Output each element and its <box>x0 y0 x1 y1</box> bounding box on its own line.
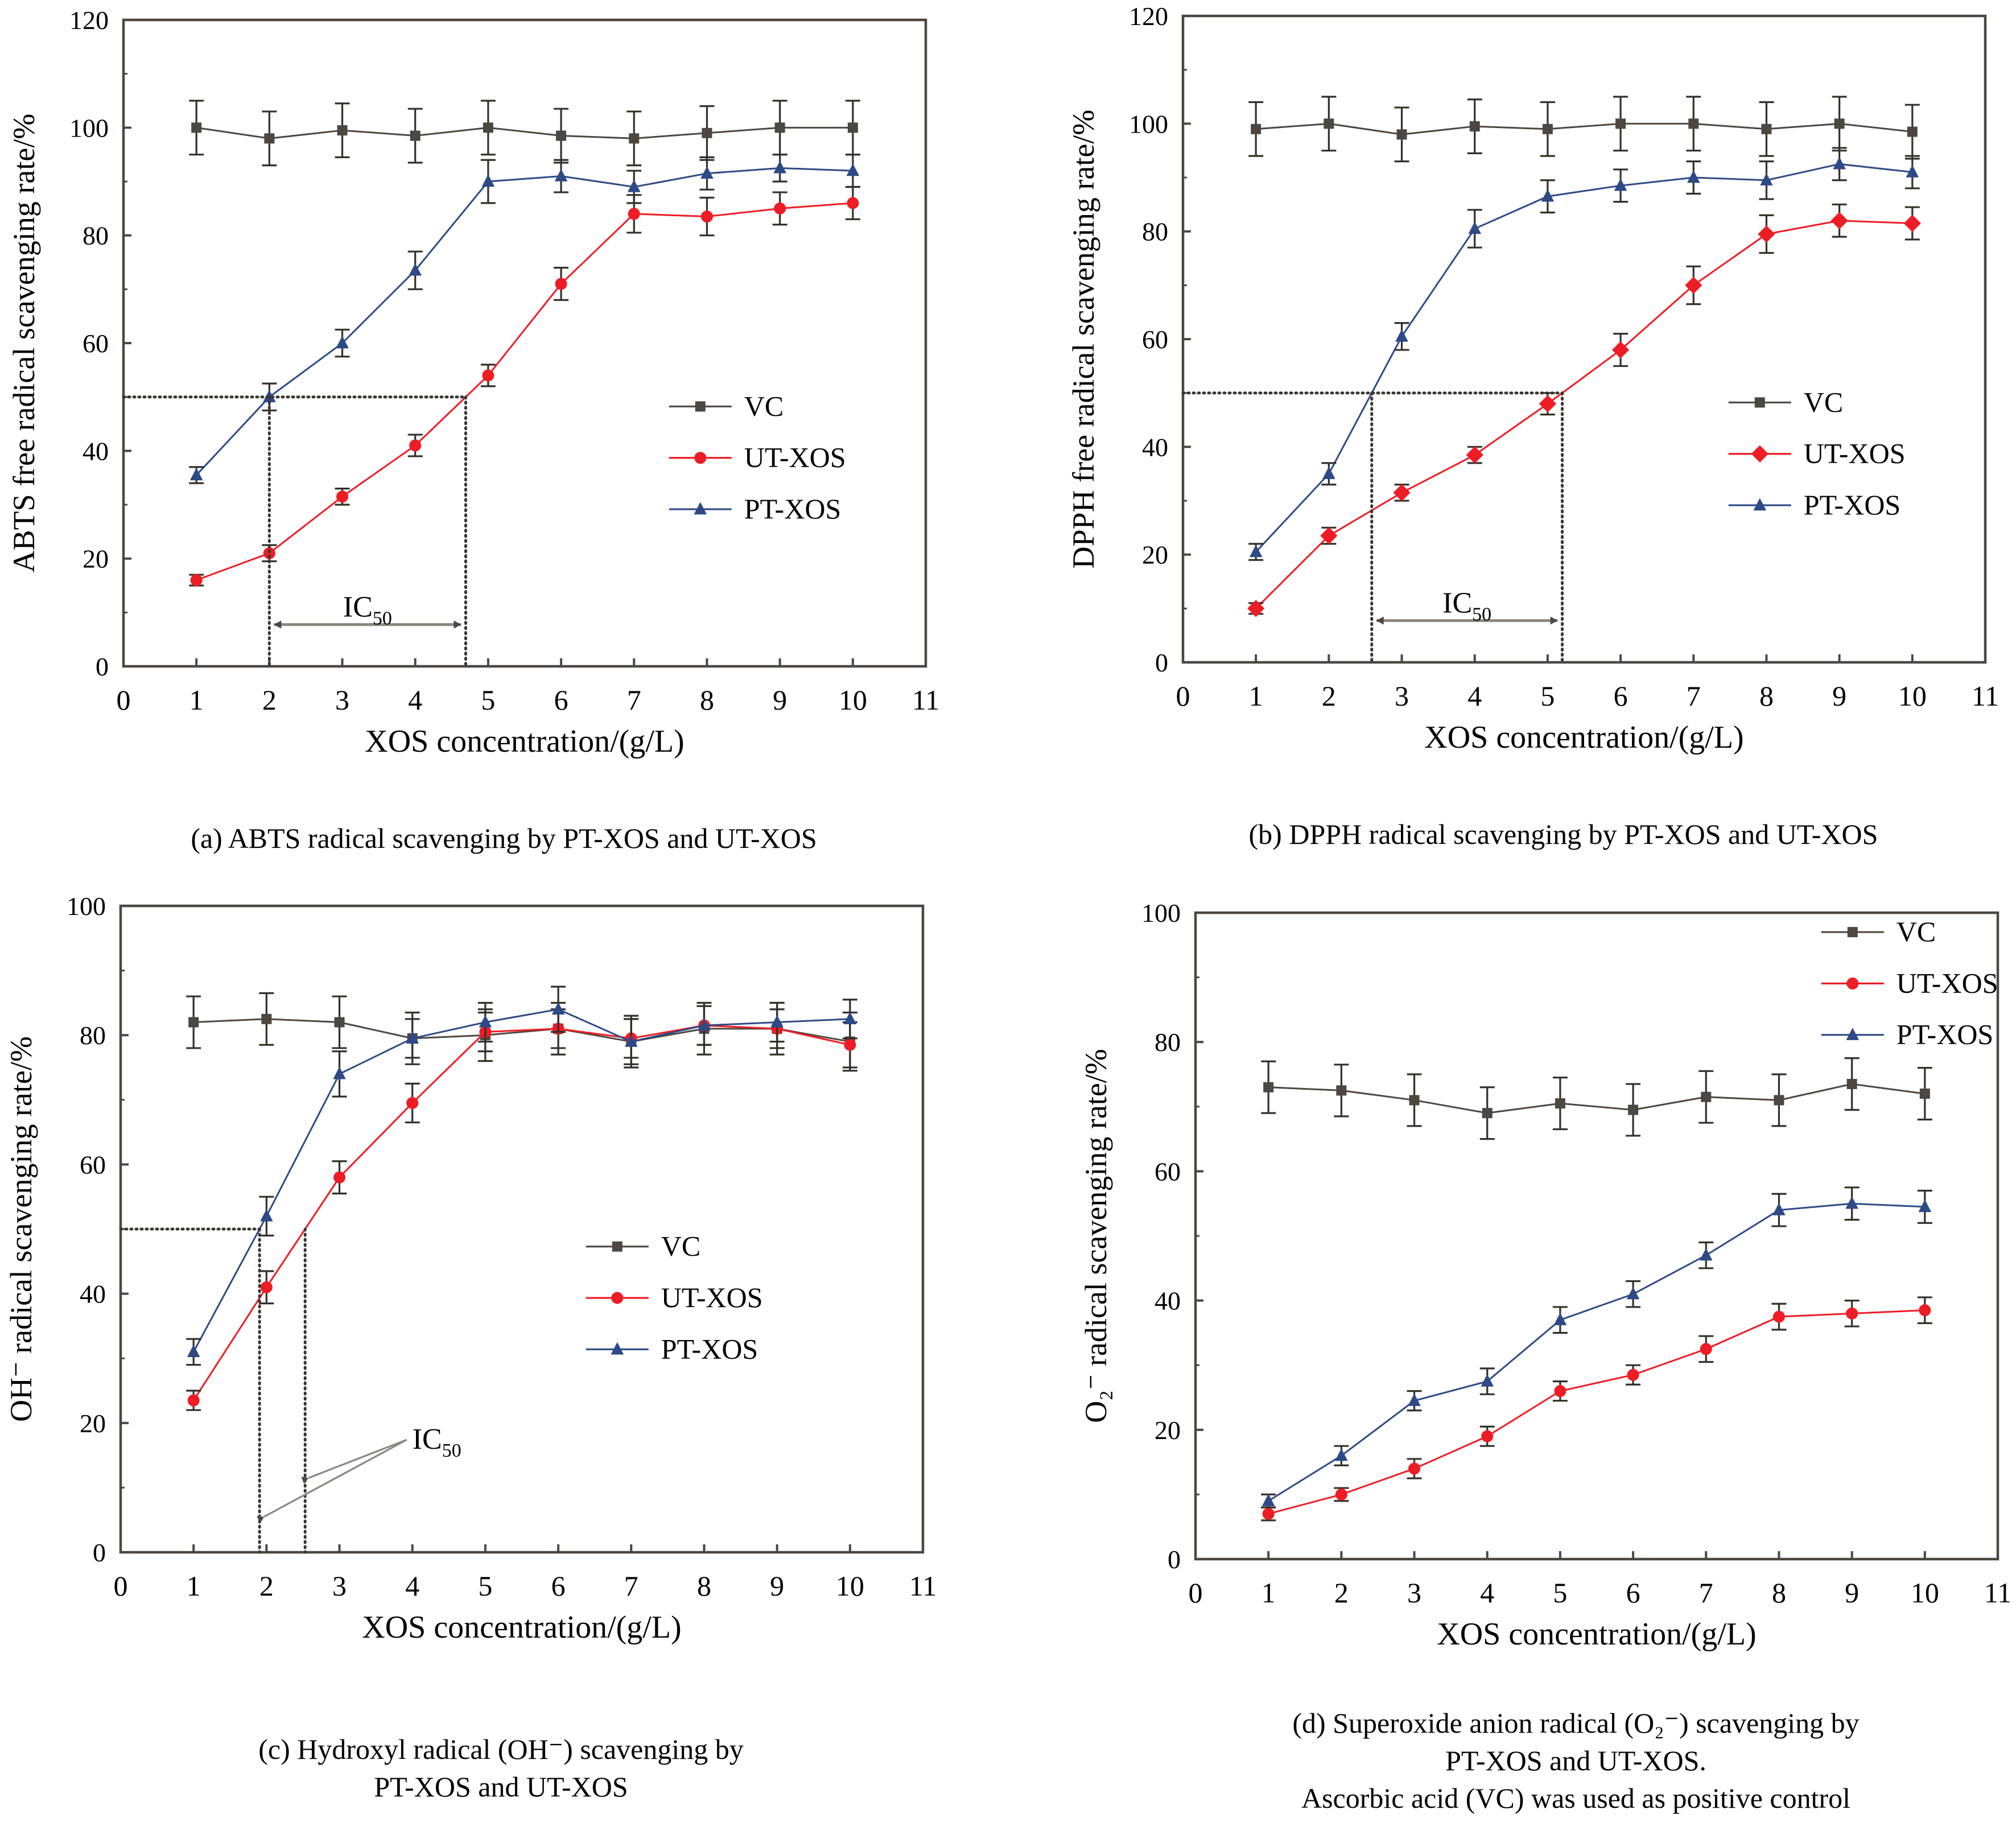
svg-text:8: 8 <box>1759 680 1774 712</box>
svg-text:0: 0 <box>93 1538 106 1567</box>
svg-text:7: 7 <box>624 1570 638 1602</box>
svg-text:40: 40 <box>83 436 109 465</box>
svg-text:6: 6 <box>1626 1577 1640 1609</box>
svg-text:PT-XOS: PT-XOS <box>661 1333 758 1365</box>
svg-text:20: 20 <box>1155 1416 1181 1445</box>
svg-text:7: 7 <box>1687 680 1701 712</box>
svg-text:UT-XOS: UT-XOS <box>661 1281 763 1313</box>
svg-text:4: 4 <box>1467 680 1482 712</box>
svg-text:VC: VC <box>744 390 784 422</box>
svg-text:11: 11 <box>909 1570 937 1602</box>
svg-text:OH⁻ radical scavenging rate/%: OH⁻ radical scavenging rate/% <box>4 1036 38 1422</box>
svg-text:1: 1 <box>1261 1577 1276 1609</box>
svg-text:7: 7 <box>1699 1577 1713 1609</box>
svg-text:1: 1 <box>189 684 204 716</box>
svg-text:10: 10 <box>836 1570 864 1602</box>
svg-text:UT-XOS: UT-XOS <box>1804 438 1906 469</box>
svg-text:9: 9 <box>1832 680 1846 712</box>
svg-text:IC50: IC50 <box>413 1423 461 1461</box>
svg-text:80: 80 <box>83 221 109 250</box>
svg-text:40: 40 <box>1155 1287 1181 1316</box>
svg-text:0: 0 <box>114 1570 128 1602</box>
svg-text:60: 60 <box>80 1150 106 1179</box>
svg-text:100: 100 <box>69 113 109 142</box>
svg-text:9: 9 <box>773 684 787 716</box>
svg-text:8: 8 <box>700 684 714 716</box>
svg-text:4: 4 <box>1480 1577 1494 1609</box>
svg-text:8: 8 <box>697 1570 711 1602</box>
svg-text:PT-XOS: PT-XOS <box>1897 1019 1993 1050</box>
svg-text:PT-XOS: PT-XOS <box>1804 489 1900 521</box>
svg-text:UT-XOS: UT-XOS <box>744 442 846 473</box>
svg-text:5: 5 <box>1553 1577 1567 1609</box>
svg-text:8: 8 <box>1772 1577 1786 1609</box>
svg-text:11: 11 <box>1984 1577 2011 1609</box>
svg-text:2: 2 <box>1322 680 1336 712</box>
svg-text:20: 20 <box>83 545 109 574</box>
svg-text:VC: VC <box>1804 386 1843 418</box>
svg-text:10: 10 <box>839 684 867 716</box>
svg-text:6: 6 <box>554 684 568 716</box>
svg-text:XOS concentration/(g/L): XOS concentration/(g/L) <box>362 1610 681 1645</box>
svg-text:3: 3 <box>1407 1577 1421 1609</box>
svg-text:4: 4 <box>408 684 422 716</box>
svg-text:0: 0 <box>1155 648 1168 677</box>
svg-text:10: 10 <box>1898 680 1927 712</box>
svg-text:3: 3 <box>332 1570 347 1602</box>
svg-text:3: 3 <box>335 684 349 716</box>
svg-text:DPPH free radical scavenging r: DPPH free radical scavenging rate/% <box>1066 110 1100 569</box>
svg-text:40: 40 <box>1142 432 1168 461</box>
svg-text:10: 10 <box>1911 1577 1939 1609</box>
svg-text:80: 80 <box>1155 1028 1181 1057</box>
svg-text:100: 100 <box>1129 109 1168 138</box>
svg-text:2: 2 <box>1334 1577 1349 1609</box>
svg-text:9: 9 <box>770 1570 784 1602</box>
svg-text:40: 40 <box>80 1280 106 1309</box>
svg-text:11: 11 <box>1972 680 1999 712</box>
svg-text:9: 9 <box>1845 1577 1859 1609</box>
svg-text:IC50: IC50 <box>1442 587 1491 625</box>
svg-text:120: 120 <box>1129 2 1168 31</box>
svg-text:6: 6 <box>551 1570 566 1602</box>
svg-text:0: 0 <box>1168 1545 1181 1574</box>
svg-text:5: 5 <box>1540 680 1555 712</box>
svg-text:1: 1 <box>1249 680 1263 712</box>
svg-text:XOS concentration/(g/L): XOS concentration/(g/L) <box>1424 720 1743 755</box>
svg-text:100: 100 <box>1141 898 1181 928</box>
svg-text:4: 4 <box>405 1570 419 1602</box>
svg-text:60: 60 <box>83 329 109 358</box>
svg-text:IC50: IC50 <box>343 591 392 629</box>
svg-text:3: 3 <box>1395 680 1409 712</box>
svg-text:0: 0 <box>1189 1577 1203 1609</box>
svg-text:80: 80 <box>80 1021 106 1050</box>
svg-text:5: 5 <box>478 1570 492 1602</box>
svg-text:PT-XOS: PT-XOS <box>744 493 841 525</box>
svg-text:120: 120 <box>69 6 109 35</box>
svg-text:ABTS free radical scavenging r: ABTS free radical scavenging rate/% <box>7 114 41 573</box>
svg-text:7: 7 <box>627 684 641 716</box>
svg-text:2: 2 <box>259 1570 274 1602</box>
svg-text:80: 80 <box>1142 217 1168 246</box>
svg-text:60: 60 <box>1155 1157 1181 1186</box>
svg-text:60: 60 <box>1142 325 1168 354</box>
svg-text:XOS concentration/(g/L): XOS concentration/(g/L) <box>365 724 684 759</box>
svg-text:0: 0 <box>1176 680 1190 712</box>
svg-text:VC: VC <box>661 1230 700 1262</box>
svg-text:5: 5 <box>481 684 495 716</box>
svg-text:20: 20 <box>1142 541 1168 570</box>
svg-text:6: 6 <box>1614 680 1628 712</box>
svg-text:VC: VC <box>1897 916 1936 947</box>
svg-text:11: 11 <box>912 684 939 716</box>
svg-text:0: 0 <box>117 684 131 716</box>
svg-text:UT-XOS: UT-XOS <box>1897 967 1998 999</box>
svg-text:100: 100 <box>67 892 106 921</box>
svg-text:1: 1 <box>187 1570 201 1602</box>
svg-text:0: 0 <box>96 652 109 681</box>
svg-text:20: 20 <box>80 1409 106 1438</box>
svg-text:O₂⁻ radical scavenging rate/%: O₂⁻ radical scavenging rate/% <box>1079 1049 1113 1423</box>
svg-text:XOS concentration/(g/L): XOS concentration/(g/L) <box>1437 1617 1756 1652</box>
svg-text:2: 2 <box>262 684 277 716</box>
